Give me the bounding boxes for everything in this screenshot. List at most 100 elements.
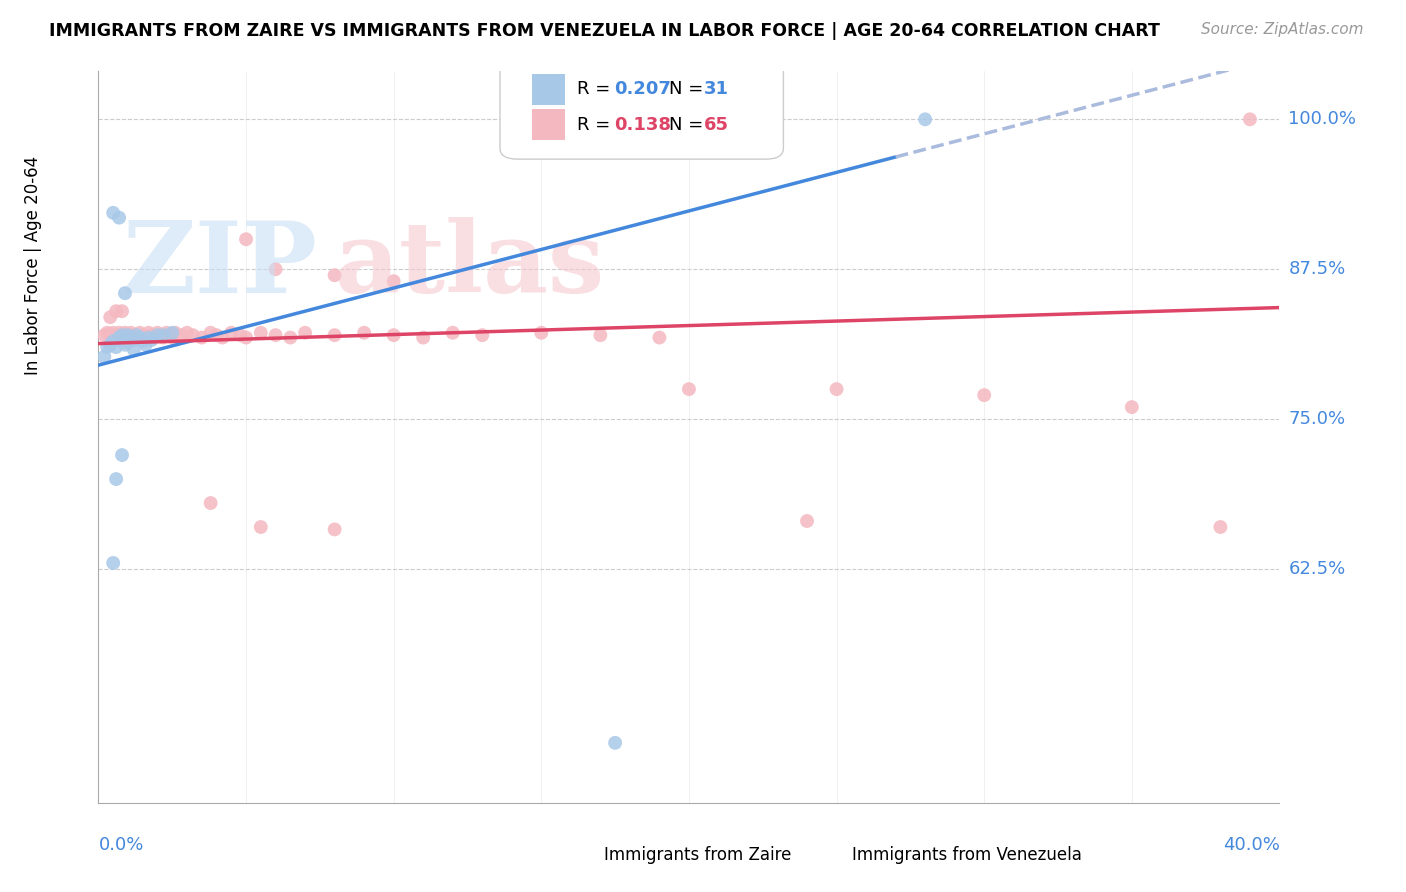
Point — [122, 328, 145, 343]
Point — [98, 337, 121, 351]
Point — [796, 514, 818, 528]
Point — [155, 326, 177, 340]
Point — [605, 736, 627, 750]
Text: atlas: atlas — [335, 217, 605, 314]
Bar — [571, 841, 596, 870]
Point — [141, 333, 163, 347]
Point — [165, 326, 187, 340]
Point — [93, 328, 115, 343]
Point — [471, 328, 494, 343]
Point — [111, 304, 134, 318]
Point — [825, 382, 848, 396]
Point — [111, 330, 134, 344]
Point — [323, 268, 346, 283]
Point — [200, 496, 222, 510]
Point — [128, 326, 150, 340]
Point — [914, 112, 936, 127]
Point — [105, 472, 128, 486]
Point — [93, 350, 115, 364]
Point — [191, 330, 214, 344]
Point — [103, 326, 125, 340]
Text: 0.207: 0.207 — [614, 80, 672, 98]
FancyBboxPatch shape — [501, 54, 783, 159]
Point — [229, 328, 252, 343]
Point — [135, 330, 157, 344]
Point — [294, 326, 316, 340]
Point — [108, 211, 131, 225]
Point — [105, 304, 128, 318]
Point — [323, 523, 346, 537]
Point — [589, 328, 612, 343]
Text: ZIP: ZIP — [122, 217, 316, 314]
Text: 31: 31 — [704, 80, 730, 98]
Point — [120, 330, 142, 344]
Text: 75.0%: 75.0% — [1288, 410, 1346, 428]
Point — [132, 328, 155, 343]
Point — [96, 340, 118, 354]
Point — [181, 328, 204, 343]
Point — [205, 328, 228, 343]
Point — [103, 206, 125, 220]
Point — [117, 330, 139, 344]
Point — [353, 326, 375, 340]
Point — [412, 330, 434, 344]
Point — [108, 330, 131, 344]
Point — [96, 326, 118, 340]
Point — [111, 448, 134, 462]
Text: 100.0%: 100.0% — [1288, 111, 1357, 128]
Point — [1209, 520, 1232, 534]
Point — [648, 330, 671, 344]
Text: 40.0%: 40.0% — [1223, 837, 1279, 855]
Text: 62.5%: 62.5% — [1288, 560, 1346, 578]
Point — [250, 520, 273, 534]
Point — [125, 328, 148, 343]
Text: 0.138: 0.138 — [614, 116, 672, 134]
Bar — [531, 74, 565, 104]
Point — [117, 328, 139, 343]
Point — [146, 326, 169, 340]
Text: N =: N = — [669, 116, 709, 134]
Point — [103, 330, 125, 344]
Point — [1239, 112, 1261, 127]
Point — [146, 328, 169, 343]
Point — [122, 343, 145, 357]
Point — [530, 326, 553, 340]
Bar — [818, 841, 845, 870]
Point — [138, 326, 160, 340]
Point — [235, 330, 257, 344]
Point — [105, 328, 128, 343]
Point — [157, 328, 180, 343]
Point — [114, 286, 136, 301]
Point — [111, 328, 134, 343]
Point — [111, 333, 134, 347]
Point — [120, 326, 142, 340]
Point — [132, 334, 155, 348]
Point — [162, 326, 183, 340]
Point — [211, 330, 233, 344]
Point — [382, 328, 405, 343]
Point — [235, 232, 257, 246]
Point — [170, 328, 193, 343]
Point — [973, 388, 995, 402]
Text: Immigrants from Zaire: Immigrants from Zaire — [605, 847, 792, 864]
Point — [114, 326, 136, 340]
Point — [280, 330, 302, 344]
Point — [323, 328, 346, 343]
Point — [152, 328, 174, 343]
Point — [141, 328, 163, 343]
Text: 0.0%: 0.0% — [98, 837, 143, 855]
Point — [135, 337, 157, 351]
Text: N =: N = — [669, 80, 709, 98]
Point — [382, 274, 405, 288]
Point — [117, 335, 139, 350]
Text: R =: R = — [576, 116, 616, 134]
Point — [250, 326, 273, 340]
Point — [264, 262, 287, 277]
Point — [264, 328, 287, 343]
Text: 87.5%: 87.5% — [1288, 260, 1346, 278]
Point — [98, 328, 121, 343]
Text: 65: 65 — [704, 116, 730, 134]
Text: Immigrants from Venezuela: Immigrants from Venezuela — [852, 847, 1081, 864]
Point — [200, 326, 222, 340]
Point — [162, 330, 183, 344]
